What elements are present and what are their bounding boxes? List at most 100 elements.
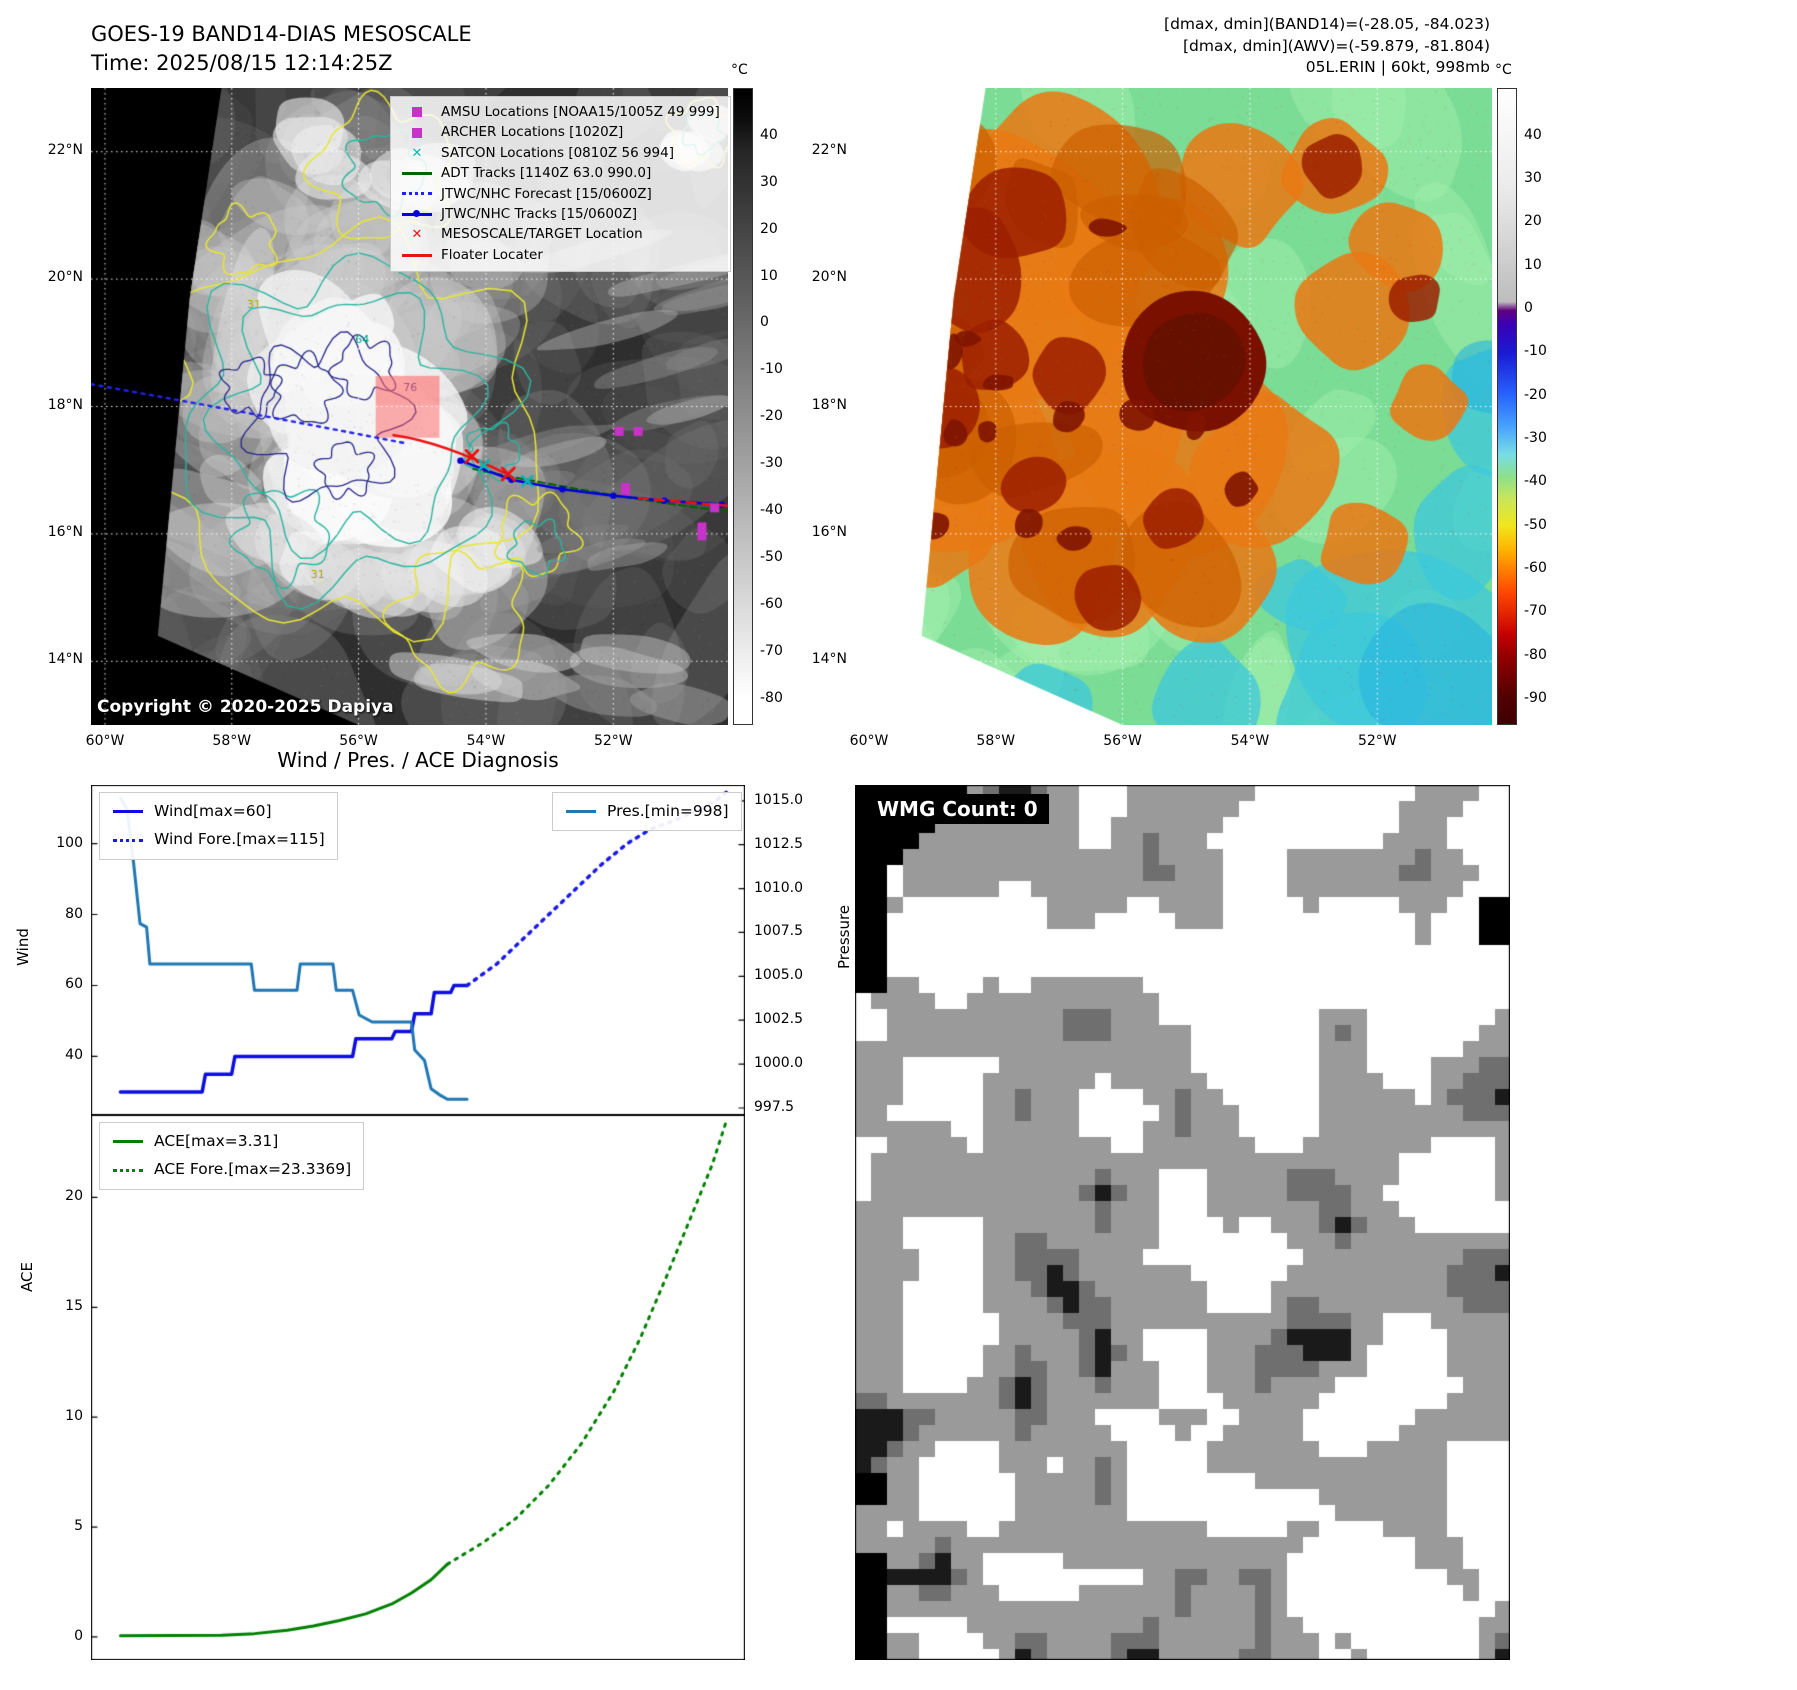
- wind-axis-label: Wind: [13, 928, 32, 966]
- legend-item: JTWC/NHC Forecast [15/0600Z]: [401, 186, 720, 203]
- colorbar-tick-label: 10: [1524, 256, 1542, 273]
- line-legend-marker: [401, 253, 433, 257]
- colorbar-tick-label: -60: [760, 596, 783, 613]
- lat-tick-label: 14°N: [47, 651, 83, 668]
- legend-item: Floater Locater: [401, 247, 720, 264]
- wind-legend: Wind[max=60] Wind Fore.[max=115]: [99, 792, 338, 860]
- lon-tick-label: 54°W: [1230, 733, 1270, 749]
- colorbar-tick-label: 30: [760, 173, 778, 190]
- colorbar-tick-label: -20: [760, 408, 783, 425]
- lat-tick-label: 18°N: [47, 396, 83, 413]
- legend-item: ADT Tracks [1140Z 63.0 990.0]: [401, 165, 720, 182]
- y-tick-label: 15: [65, 1298, 83, 1315]
- goes-time: Time: 2025/08/15 12:14:25Z: [91, 51, 393, 76]
- wmg-count-badge: WMG Count: 0: [866, 794, 1049, 824]
- legend-label: Wind Fore.[max=115]: [154, 830, 325, 849]
- lat-tick-label: 18°N: [811, 396, 847, 413]
- copyright-text: Copyright © 2020-2025 Dapiya: [97, 697, 394, 717]
- colorbar-tick-label: -60: [1524, 559, 1547, 576]
- dmax-dmin-band14: [dmax, dmin](BAND14)=(-28.05, -84.023): [1164, 15, 1490, 33]
- line-legend-marker: [112, 1140, 144, 1144]
- legend-item: ✕ MESOSCALE/TARGET Location: [401, 226, 720, 243]
- square-legend-marker: [401, 127, 433, 138]
- diagnosis-chart-title: Wind / Pres. / ACE Diagnosis: [277, 748, 559, 772]
- colorbar-tick-label: -40: [1524, 473, 1547, 490]
- y-tick-label: 0: [74, 1627, 83, 1644]
- colorbar-tick-label: 30: [1524, 170, 1542, 187]
- lon-tick-label: 54°W: [466, 733, 506, 749]
- ace-chart: [91, 1115, 745, 1660]
- y-tick-label: 100: [56, 834, 83, 851]
- y-tick-label: 1012.5: [754, 835, 803, 852]
- legend-label: Wind[max=60]: [154, 802, 272, 820]
- lat-tick-label: 16°N: [811, 523, 847, 540]
- legend-item: ✕ SATCON Locations [0810Z 56 994]: [401, 145, 720, 162]
- lon-tick-label: 60°W: [849, 733, 889, 749]
- legend-item: ARCHER Locations [1020Z]: [401, 124, 720, 141]
- line-legend-marker: [565, 810, 597, 814]
- y-tick-label: 1015.0: [754, 791, 803, 808]
- y-tick-label: 1005.0: [754, 967, 803, 984]
- colorbar-unit-label: °C: [1495, 62, 1512, 78]
- legend-label: AMSU Locations [NOAA15/1005Z 49 999]: [441, 104, 720, 120]
- colorbar-tick-label: -30: [1524, 429, 1547, 446]
- square-legend-marker: [401, 107, 433, 118]
- colorbar-tick-label: -50: [1524, 516, 1547, 533]
- y-tick-label: 5: [74, 1518, 83, 1535]
- legend-item: Wind[max=60]: [112, 802, 325, 821]
- wmg-mask-map: [855, 785, 1510, 1660]
- pressure-axis-label: Pressure: [835, 904, 854, 970]
- y-tick-label: 997.5: [754, 1098, 795, 1115]
- lon-tick-label: 52°W: [1357, 733, 1397, 749]
- legend-label: MESOSCALE/TARGET Location: [441, 226, 643, 243]
- ace-legend: ACE[max=3.31] ACE Fore.[max=23.3369]: [99, 1122, 365, 1190]
- legend-label: ACE Fore.[max=23.3369]: [154, 1160, 352, 1179]
- x-legend-marker: ✕: [411, 145, 423, 161]
- legend-label: Floater Locater: [441, 246, 543, 263]
- dotted-legend-marker: [112, 838, 144, 842]
- legend-item: ACE[max=3.31]: [112, 1132, 351, 1151]
- lon-tick-label: 58°W: [212, 733, 252, 749]
- y-tick-label: 1002.5: [754, 1011, 803, 1028]
- line-dot-legend-marker: [401, 210, 433, 218]
- y-tick-label: 1000.0: [754, 1055, 803, 1072]
- lat-tick-label: 20°N: [47, 269, 83, 286]
- lon-tick-label: 60°W: [85, 733, 125, 749]
- dmax-dmin-awv: [dmax, dmin](AWV)=(-59.879, -81.804): [1183, 36, 1490, 55]
- lat-tick-label: 20°N: [811, 269, 847, 286]
- legend-label: JTWC/NHC Forecast [15/0600Z]: [441, 185, 652, 202]
- lat-tick-label: 16°N: [47, 523, 83, 540]
- legend-item: ACE Fore.[max=23.3369]: [112, 1160, 351, 1179]
- ir-color-colorbar: [1497, 88, 1517, 725]
- legend-label: JTWC/NHC Tracks [15/0600Z]: [441, 205, 638, 222]
- legend-label: ADT Tracks [1140Z 63.0 990.0]: [441, 165, 652, 182]
- storm-intensity-label: 05L.ERIN | 60kt, 998mb: [1305, 58, 1490, 77]
- colorbar-tick-label: 10: [760, 267, 778, 284]
- legend-item: AMSU Locations [NOAA15/1005Z 49 999]: [401, 104, 720, 121]
- legend-label: ACE[max=3.31]: [154, 1132, 279, 1150]
- colorbar-tick-label: -10: [1524, 343, 1547, 360]
- grayscale-colorbar: [733, 88, 753, 725]
- legend-label: SATCON Locations [0810Z 56 994]: [441, 144, 674, 161]
- y-tick-label: 80: [65, 905, 83, 922]
- colorbar-unit-label: °C: [731, 62, 748, 78]
- line-legend-marker: [401, 172, 433, 176]
- colorbar-tick-label: 40: [760, 126, 778, 143]
- legend-item: JTWC/NHC Tracks [15/0600Z]: [401, 206, 720, 223]
- lon-tick-label: 58°W: [976, 733, 1016, 749]
- colorbar-tick-label: -80: [1524, 646, 1547, 663]
- legend-item: Wind Fore.[max=115]: [112, 830, 325, 849]
- colorbar-tick-label: -30: [760, 455, 783, 472]
- map-legend: AMSU Locations [NOAA15/1005Z 49 999] ARCH…: [390, 96, 731, 272]
- colorbar-tick-label: 20: [760, 220, 778, 237]
- lat-tick-label: 22°N: [811, 141, 847, 158]
- y-tick-label: 1010.0: [754, 879, 803, 896]
- y-tick-label: 40: [65, 1047, 83, 1064]
- colorbar-tick-label: -70: [760, 642, 783, 659]
- legend-label: ARCHER Locations [1020Z]: [441, 124, 624, 141]
- colorbar-tick-label: 20: [1524, 213, 1542, 230]
- dotted-legend-marker: [112, 1168, 144, 1172]
- colorbar-tick-label: 40: [1524, 126, 1542, 143]
- colorbar-tick-label: -70: [1524, 603, 1547, 620]
